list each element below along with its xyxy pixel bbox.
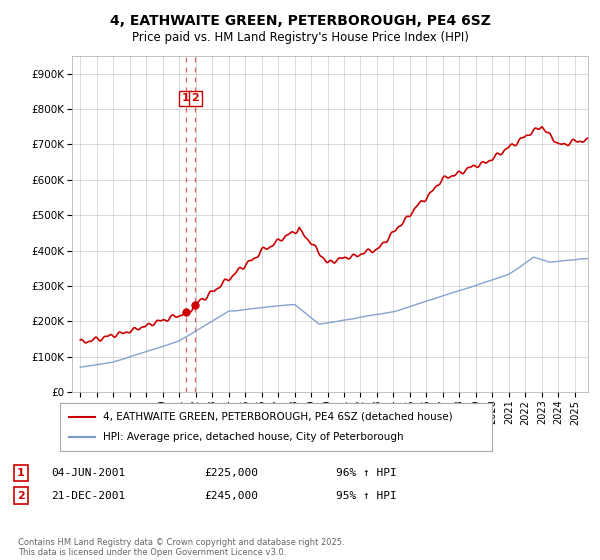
Text: 1: 1 [17,468,25,478]
Text: £225,000: £225,000 [204,468,258,478]
Text: 4, EATHWAITE GREEN, PETERBOROUGH, PE4 6SZ (detached house): 4, EATHWAITE GREEN, PETERBOROUGH, PE4 6S… [103,412,453,422]
Text: 2: 2 [191,94,199,104]
Text: Contains HM Land Registry data © Crown copyright and database right 2025.
This d: Contains HM Land Registry data © Crown c… [18,538,344,557]
Text: 1: 1 [182,94,190,104]
Text: 21-DEC-2001: 21-DEC-2001 [51,491,125,501]
Text: 04-JUN-2001: 04-JUN-2001 [51,468,125,478]
Text: 4, EATHWAITE GREEN, PETERBOROUGH, PE4 6SZ: 4, EATHWAITE GREEN, PETERBOROUGH, PE4 6S… [110,14,490,28]
Text: 2: 2 [17,491,25,501]
Text: 96% ↑ HPI: 96% ↑ HPI [336,468,397,478]
Text: 95% ↑ HPI: 95% ↑ HPI [336,491,397,501]
Text: HPI: Average price, detached house, City of Peterborough: HPI: Average price, detached house, City… [103,432,404,442]
Text: Price paid vs. HM Land Registry's House Price Index (HPI): Price paid vs. HM Land Registry's House … [131,31,469,44]
Text: £245,000: £245,000 [204,491,258,501]
